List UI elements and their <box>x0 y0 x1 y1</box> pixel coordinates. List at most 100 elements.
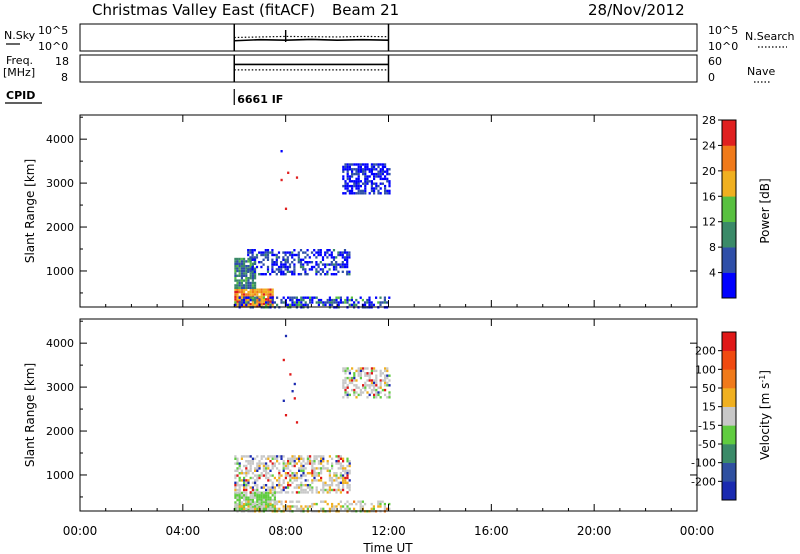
scatter-cell <box>315 457 318 460</box>
scatter-cell <box>295 298 298 302</box>
scatter-cell <box>384 189 387 193</box>
scatter-cell <box>359 184 362 188</box>
scatter-cell <box>320 472 323 475</box>
power-y-axis-label: Slant Range [km] <box>23 159 37 263</box>
colorbar-tick-label: -200 <box>691 475 716 488</box>
scatter-cell <box>238 257 241 261</box>
scatter-cell <box>375 369 378 373</box>
scatter-cell <box>388 168 391 171</box>
scatter-cell <box>375 376 378 380</box>
scatter-cell <box>348 472 351 475</box>
scatter-cell <box>328 469 331 472</box>
scatter-cell <box>240 502 243 506</box>
scatter-cell <box>245 286 248 289</box>
scatter-cell <box>324 301 327 304</box>
date-label: 28/Nov/2012 <box>588 1 685 19</box>
scatter-cell <box>236 481 239 484</box>
scatter-cell <box>368 384 371 387</box>
scatter-cell <box>326 249 329 252</box>
scatter-cell <box>234 303 237 307</box>
scatter-cell <box>288 265 292 269</box>
scatter-cell <box>335 472 338 475</box>
scatter-cell <box>265 494 268 497</box>
scatter-cell <box>280 298 283 302</box>
scatter-cell <box>342 301 345 304</box>
scatter-cell <box>291 296 294 299</box>
scatter-cell <box>256 486 259 489</box>
scatter-cell <box>262 288 265 291</box>
scatter-cell <box>333 474 336 477</box>
x-tick-label: 04:00 <box>166 524 201 538</box>
scatter-cell <box>339 488 342 492</box>
scatter-cell <box>284 474 287 477</box>
scatter-cell <box>256 464 259 468</box>
scatter-cell <box>342 486 345 489</box>
scatter-cell <box>355 163 358 166</box>
scatter-cell <box>276 507 279 511</box>
scatter-cell <box>348 298 351 302</box>
scatter-cell <box>251 288 254 291</box>
scatter-cell <box>265 474 268 477</box>
scatter-cell <box>256 288 259 291</box>
scatter-cell <box>348 488 351 492</box>
scatter-cell <box>373 172 376 176</box>
scatter-cell <box>370 507 373 511</box>
scatter-cell <box>317 270 320 273</box>
scatter-cell <box>308 256 311 259</box>
scatter-cell <box>379 381 382 385</box>
scatter-cell <box>243 279 246 282</box>
scatter-cell <box>304 467 307 470</box>
scatter-cell <box>368 376 371 380</box>
scatter-cell <box>379 163 382 166</box>
scatter-cell <box>276 491 279 494</box>
scatter-cell <box>260 498 263 502</box>
scatter-cell <box>254 505 257 508</box>
scatter-cell <box>256 505 259 508</box>
scatter-cell <box>298 486 301 489</box>
scatter-cell <box>337 486 340 489</box>
scatter-cell <box>258 474 261 477</box>
scatter-cell <box>357 182 360 185</box>
scatter-cell <box>313 462 316 465</box>
scatter-cell <box>346 251 349 254</box>
scatter-cell <box>364 182 367 185</box>
scatter-cell <box>262 502 265 506</box>
scatter-cell <box>379 384 382 387</box>
scatter-cell <box>364 303 367 307</box>
scatter-cell <box>287 467 290 470</box>
scatter-cell <box>236 469 239 472</box>
scatter-cell <box>258 298 261 302</box>
scatter-cell <box>247 298 250 301</box>
scatter-cell <box>310 261 314 264</box>
scatter-cell <box>282 479 285 482</box>
scatter-cell <box>240 257 243 261</box>
scatter-cell <box>243 488 246 492</box>
scatter-cell <box>282 481 285 484</box>
scatter-cell <box>320 476 323 480</box>
scatter-cell <box>373 165 376 169</box>
scatter-cell <box>353 301 356 304</box>
scatter-cell <box>320 460 323 463</box>
scatter-cell <box>324 251 327 254</box>
scatter-cell <box>267 476 270 480</box>
scatter-cell <box>359 180 362 183</box>
scatter-cell <box>341 253 344 257</box>
scatter-cell <box>273 494 276 497</box>
scatter-cell <box>326 467 329 470</box>
scatter-cell <box>357 172 360 176</box>
scatter-cell <box>249 284 252 287</box>
scatter-cell <box>236 281 239 285</box>
scatter-cell <box>317 462 320 465</box>
scatter-cell <box>249 302 252 306</box>
y-tick-label: 1000 <box>46 265 74 278</box>
scatter-cell <box>256 500 259 503</box>
scatter-cell <box>258 300 261 303</box>
scatter-cell <box>282 296 285 299</box>
scatter-cell <box>243 288 246 291</box>
scatter-cell <box>249 469 252 472</box>
scatter-cell <box>346 265 349 269</box>
scatter-cell <box>355 180 358 183</box>
scatter-cell <box>249 288 252 291</box>
scatter-cell <box>278 479 281 482</box>
